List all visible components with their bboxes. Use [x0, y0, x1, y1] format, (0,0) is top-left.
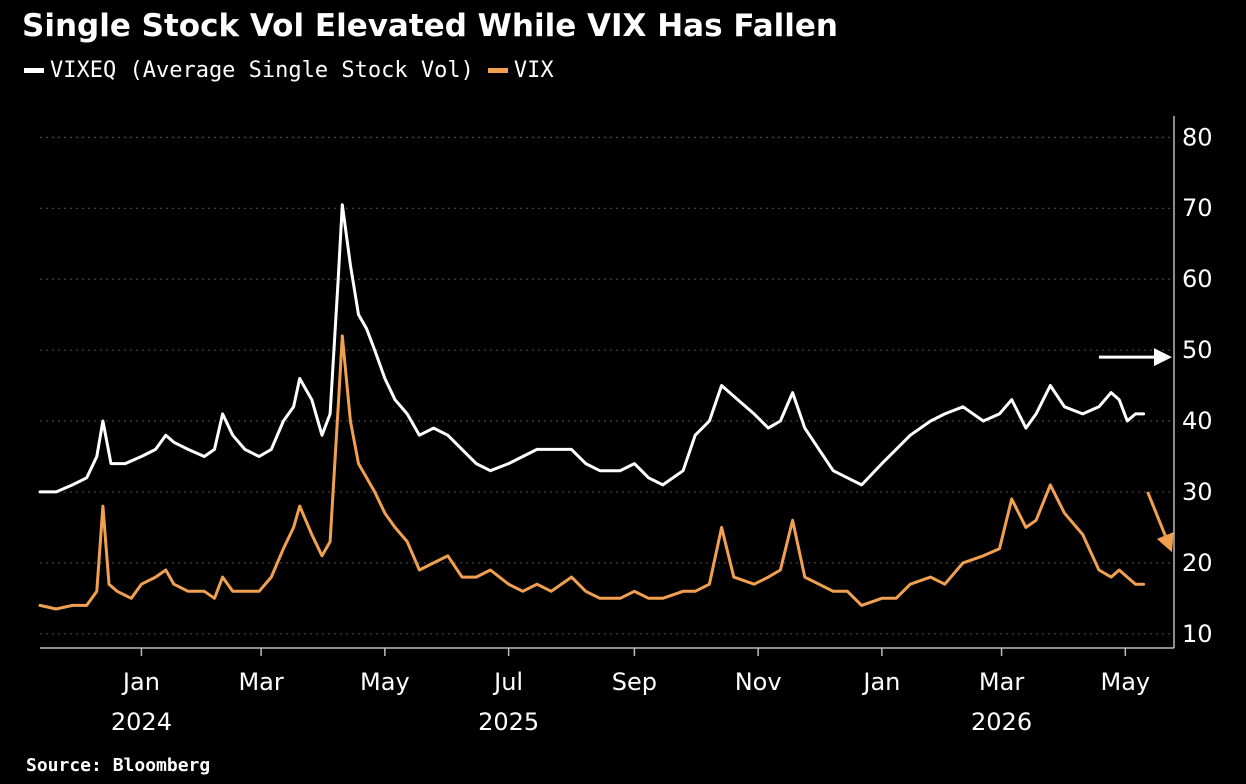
series-lines — [38, 203, 1146, 611]
y-tick-label-70: 70 — [1182, 194, 1213, 222]
source-note: Source: Bloomberg — [26, 755, 211, 776]
series-line-0 — [38, 203, 1146, 494]
x-year-label-0: 2024 — [111, 708, 172, 736]
legend-swatch-vix — [487, 68, 508, 73]
x-tick-label-5: Nov — [735, 668, 782, 696]
y-tick-label-10: 10 — [1182, 620, 1213, 648]
x-tick-label-0: Jan — [121, 668, 160, 696]
y-tick-label-30: 30 — [1182, 478, 1213, 506]
legend-label-vixeq: VIXEQ (Average Single Stock Vol) — [50, 58, 474, 83]
x-tick-label-3: Jul — [492, 668, 523, 696]
chart-title: Single Stock Vol Elevated While VIX Has … — [22, 8, 838, 44]
legend-item-vixeq: VIXEQ (Average Single Stock Vol) — [24, 58, 474, 83]
series-line-1 — [38, 334, 1146, 611]
legend-swatch-vixeq — [24, 68, 44, 73]
y-tick-label-40: 40 — [1182, 407, 1213, 435]
x-year-label-3: 2025 — [478, 708, 539, 736]
y-tick-label-80: 80 — [1182, 123, 1213, 151]
y-tick-label-50: 50 — [1182, 336, 1213, 364]
legend-label-vix: VIX — [513, 58, 554, 83]
vixeq-trend-arrow-head — [1153, 348, 1172, 367]
y-tick-label-60: 60 — [1182, 265, 1213, 293]
x-tick-label-7: Mar — [979, 668, 1024, 696]
x-tick-label-8: May — [1101, 668, 1151, 696]
y-tick-label-20: 20 — [1182, 549, 1213, 577]
x-tick-label-1: Mar — [238, 668, 283, 696]
chart-legend: VIXEQ (Average Single Stock Vol) VIX — [24, 58, 568, 83]
vix-trend-arrow-head — [1156, 532, 1174, 553]
x-year-label-7: 2026 — [971, 708, 1032, 736]
x-tick-label-4: Sep — [612, 668, 657, 696]
vix-trend-arrow-shaft — [1146, 491, 1167, 537]
annotations — [1098, 348, 1174, 553]
x-tick-label-6: Jan — [861, 668, 900, 696]
grid-lines — [40, 136, 1174, 635]
axes: 10 20 30 40 50 60 70 80 Jan 2024 Mar May Jul 2025 Sep N… — [40, 116, 1213, 736]
x-tick-label-2: May — [360, 668, 410, 696]
legend-item-vix: VIX — [487, 58, 554, 83]
